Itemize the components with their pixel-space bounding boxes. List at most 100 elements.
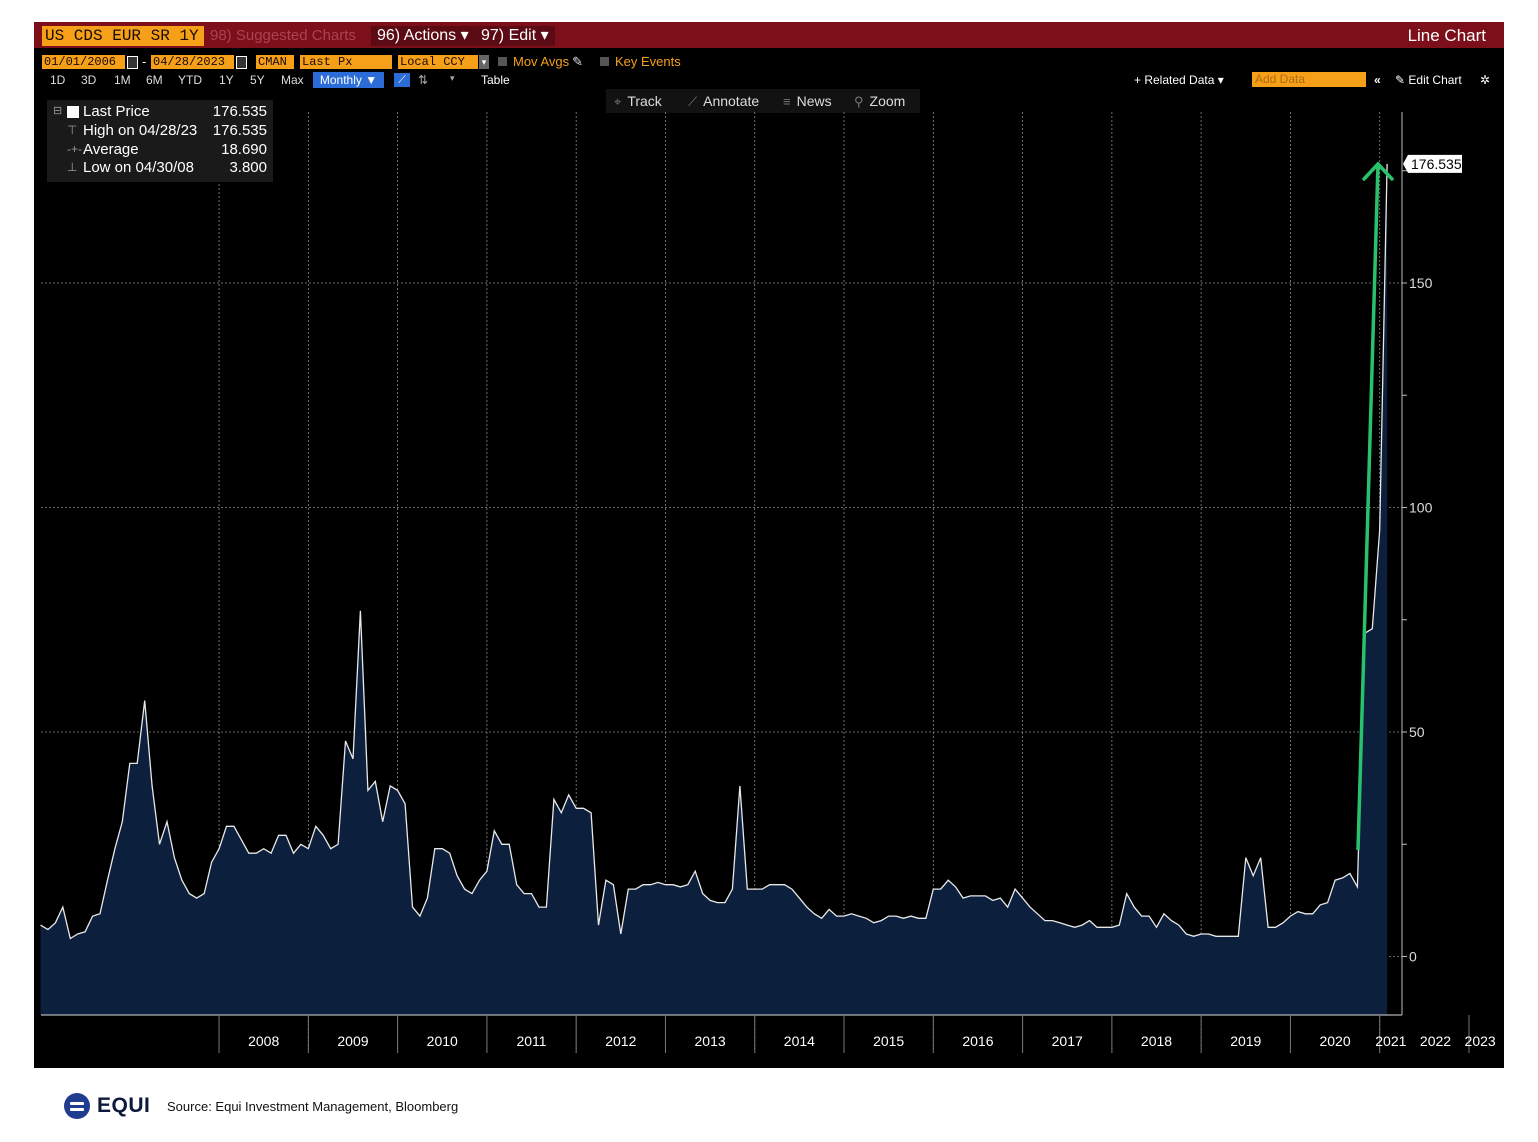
- price-area-fill: [40, 163, 1388, 1015]
- pencil-icon: ✎: [1395, 73, 1409, 87]
- last-value-label: 176.535: [1411, 156, 1462, 172]
- key-events-toggle[interactable]: Key Events: [600, 55, 681, 69]
- mov-avgs-toggle[interactable]: Mov Avgs ✎: [498, 55, 583, 69]
- series-swatch: [67, 106, 79, 118]
- collapse-box-icon[interactable]: ⊟: [53, 105, 63, 117]
- legend-value: 3.800: [229, 159, 267, 176]
- legend-label: High on 04/28/23: [83, 122, 198, 139]
- actions-menu-button[interactable]: 96) Actions ▾: [371, 26, 475, 46]
- news-label: News: [796, 93, 832, 109]
- pen-icon: ⟋: [688, 94, 698, 109]
- x-tick-label: 2017: [1052, 1033, 1083, 1049]
- frequency-select[interactable]: Monthly ▼: [313, 72, 384, 88]
- chevron-down-icon[interactable]: ▾: [450, 73, 455, 83]
- bloomberg-terminal-window: US CDS EUR SR 1Y D14 Corp 98) Suggested …: [34, 22, 1504, 1068]
- period-3d-button[interactable]: 3D: [81, 73, 97, 87]
- edit-chart-button[interactable]: ✎ Edit Chart: [1395, 73, 1462, 87]
- legend-box: ⊟ Last Price 176.535 ⊤ High on 04/28/23 …: [47, 100, 273, 182]
- last-value-tag: [1403, 154, 1462, 173]
- calendar-icon[interactable]: [127, 56, 138, 69]
- suggested-charts-button[interactable]: 98) Suggested Charts: [206, 26, 366, 46]
- source-field[interactable]: CMAN: [256, 55, 294, 69]
- currency-select[interactable]: Local CCY: [398, 55, 478, 69]
- period-6m-button[interactable]: 6M: [146, 73, 163, 87]
- line-chart-icon[interactable]: ⟋: [394, 73, 410, 87]
- news-icon: ≡: [783, 94, 791, 109]
- zoom-button[interactable]: ⚲ Zoom: [854, 93, 905, 110]
- trend-arrow-head: [1362, 161, 1394, 181]
- x-tick-label: 2011: [516, 1033, 546, 1049]
- ticker-field[interactable]: US CDS EUR SR 1Y D14 Corp: [42, 26, 204, 46]
- title-bar: US CDS EUR SR 1Y D14 Corp 98) Suggested …: [34, 22, 1504, 48]
- price-line: [40, 163, 1388, 940]
- news-button[interactable]: ≡ News: [783, 93, 832, 109]
- table-button[interactable]: Table: [481, 73, 510, 87]
- track-button[interactable]: ⌖ Track: [614, 93, 662, 110]
- legend-label: Average: [83, 141, 139, 158]
- source-note: Source: Equi Investment Management, Bloo…: [167, 1099, 459, 1114]
- x-tick-label: 2019: [1230, 1033, 1261, 1049]
- x-tick-label: 2014: [784, 1033, 815, 1049]
- x-axis: 2008 2009 2010 2011 2012 2013 2014 2015 2016 2017…: [41, 1014, 1496, 1053]
- x-tick-label: 2015: [873, 1033, 904, 1049]
- legend-value: 176.535: [212, 103, 267, 120]
- checkbox-icon[interactable]: [498, 57, 507, 66]
- chart-type-label: Line Chart: [1407, 26, 1486, 45]
- chart-toolbar: ⌖ Track ⟋ Annotate ≡ News ⚲ Zoom: [606, 89, 920, 113]
- date-separator: -: [142, 54, 147, 69]
- trend-arrow: [1356, 161, 1394, 851]
- gear-icon[interactable]: ✲: [1480, 73, 1491, 87]
- zoom-label: Zoom: [869, 93, 906, 109]
- period-1m-button[interactable]: 1M: [114, 73, 131, 87]
- x-tick-label: 2016: [962, 1033, 993, 1049]
- x-tick-label: 2018: [1141, 1033, 1172, 1049]
- x-tick-label: 2008: [248, 1033, 279, 1049]
- x-tick-label: 2023: [1465, 1033, 1496, 1049]
- collapse-icon[interactable]: «: [1374, 73, 1381, 87]
- period-1y-button[interactable]: 1Y: [219, 73, 234, 87]
- period-1d-button[interactable]: 1D: [50, 73, 66, 87]
- legend-value: 18.690: [221, 141, 267, 158]
- related-data-button[interactable]: + Related Data ▾: [1134, 73, 1224, 87]
- y-tick-label: 150: [1409, 275, 1433, 291]
- edit-menu-button[interactable]: 97) Edit ▾: [475, 26, 555, 46]
- key-events-label: Key Events: [615, 54, 681, 69]
- x-tick-label: 2020: [1319, 1033, 1350, 1049]
- legend-row-last-price: ⊟ Last Price 176.535: [47, 103, 273, 121]
- y-axis: 0 50 100 150 176.535: [1401, 112, 1462, 1015]
- magnifier-icon: ⚲: [854, 94, 864, 109]
- x-tick-label: 2009: [337, 1033, 368, 1049]
- equi-logo-icon: [64, 1093, 90, 1119]
- chevron-down-icon[interactable]: ▾: [479, 55, 489, 69]
- legend-row-average: -+- Average 18.690: [47, 141, 273, 159]
- mov-avgs-label: Mov Avgs: [513, 54, 570, 69]
- x-tick-label: 2022: [1420, 1033, 1451, 1049]
- end-date-input[interactable]: 04/28/2023: [151, 55, 234, 69]
- low-marker-icon: ⊥: [67, 160, 78, 174]
- period-ytd-button[interactable]: YTD: [178, 73, 202, 87]
- crosshair-icon: ⌖: [614, 94, 622, 109]
- high-marker-icon: ⊤: [67, 123, 78, 137]
- pencil-icon[interactable]: ✎: [572, 54, 584, 69]
- field-select[interactable]: Last Px: [300, 55, 392, 69]
- brand-name: EQUI: [97, 1094, 151, 1117]
- start-date-input[interactable]: 01/01/2006: [42, 55, 125, 69]
- legend-row-low: ⊥ Low on 04/30/08 3.800: [47, 159, 273, 177]
- price-chart[interactable]: 0 50 100 150 176.535 2008 2009 2010 2011 2012 201…: [34, 22, 1504, 1068]
- annotate-button[interactable]: ⟋ Annotate: [688, 93, 759, 110]
- checkbox-icon[interactable]: [600, 57, 609, 66]
- period-max-button[interactable]: Max: [281, 73, 304, 87]
- legend-row-high: ⊤ High on 04/28/23 176.535: [47, 122, 273, 140]
- add-data-input[interactable]: Add Data: [1252, 72, 1366, 87]
- legend-label: Last Price: [83, 103, 150, 120]
- calendar-icon[interactable]: [236, 56, 247, 69]
- period-5y-button[interactable]: 5Y: [250, 73, 265, 87]
- y-tick-label: 50: [1409, 724, 1425, 740]
- legend-value: 176.535: [212, 122, 267, 139]
- legend-label: Low on 04/30/08: [83, 159, 194, 176]
- annotate-label: Annotate: [703, 93, 760, 109]
- y-tick-label: 0: [1409, 949, 1417, 965]
- sort-icon[interactable]: ⇅: [418, 73, 429, 87]
- track-label: Track: [627, 93, 662, 109]
- x-tick-label: 2012: [605, 1033, 636, 1049]
